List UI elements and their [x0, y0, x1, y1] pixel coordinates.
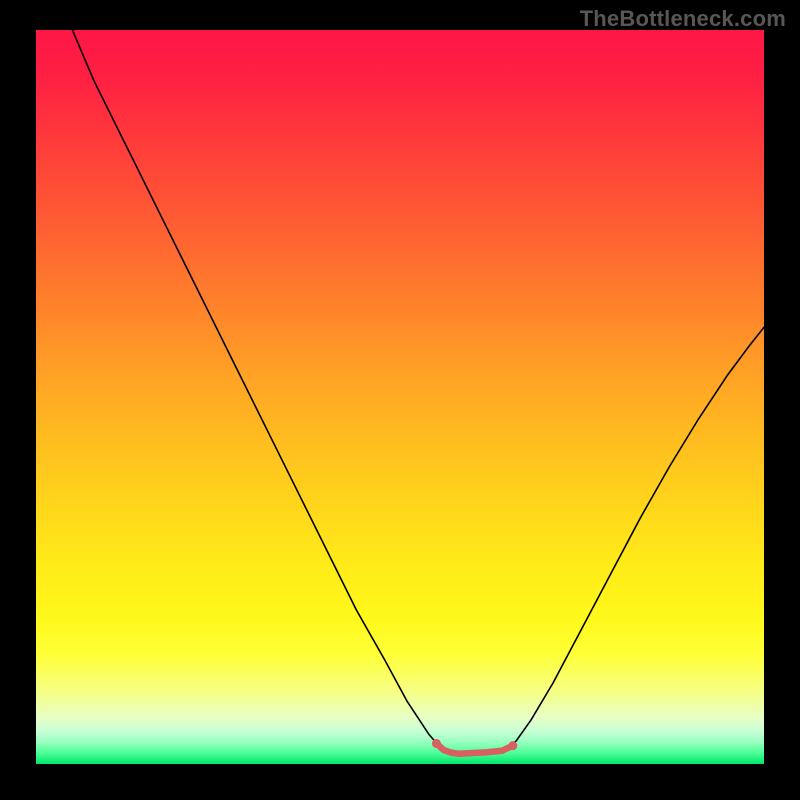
watermark-text: TheBottleneck.com	[580, 6, 786, 32]
optimal-range-end-dot	[508, 741, 517, 750]
optimal-range-start-dot	[432, 739, 441, 748]
chart-frame: TheBottleneck.com	[0, 0, 800, 800]
bottleneck-chart	[0, 0, 800, 800]
gradient-plot-area	[36, 30, 764, 764]
